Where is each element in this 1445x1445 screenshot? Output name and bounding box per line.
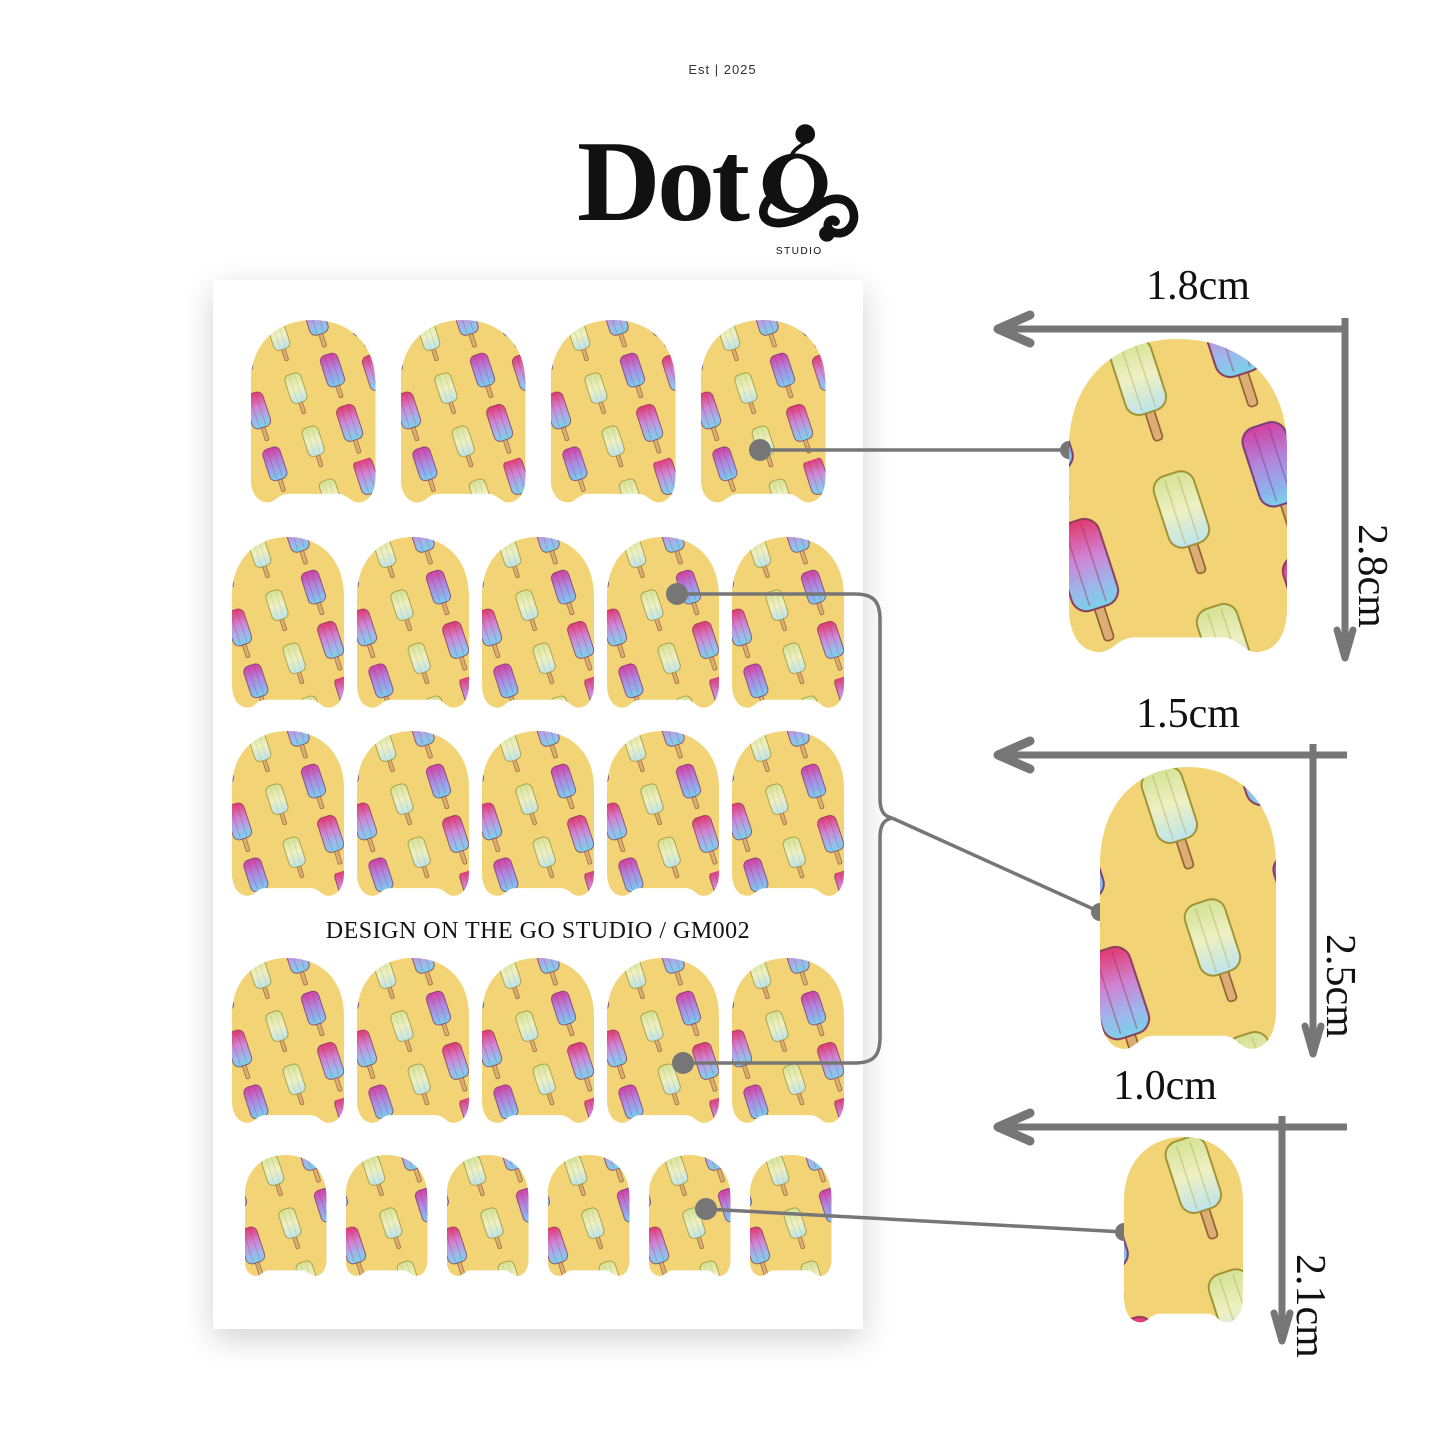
- svg-text:STUDIO: STUDIO: [776, 246, 823, 257]
- svg-text:Dot: Dot: [577, 118, 749, 246]
